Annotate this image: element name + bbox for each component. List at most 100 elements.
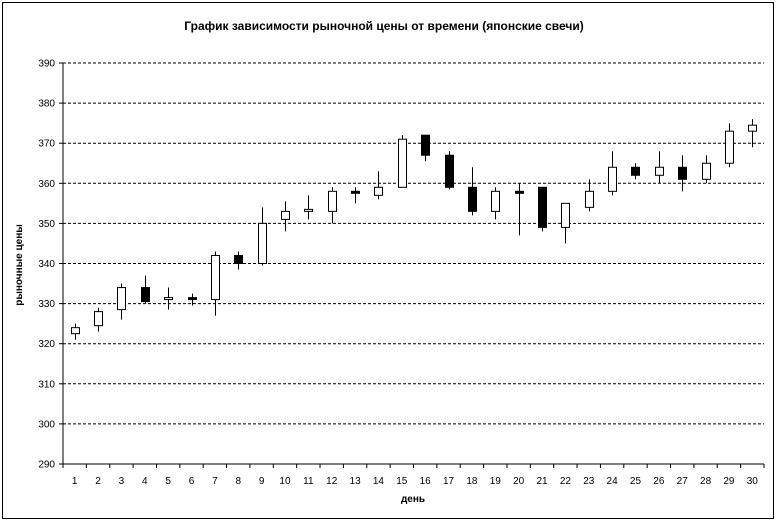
x-tick-label-19: 19 bbox=[490, 476, 502, 487]
candle-body-up bbox=[281, 210, 290, 220]
chart-title: График зависимости рыночной цены от врем… bbox=[184, 19, 583, 33]
candle-body-down bbox=[141, 287, 150, 303]
candle-body-up bbox=[71, 327, 80, 335]
candle-body-up bbox=[725, 130, 734, 164]
candle-day-11 bbox=[304, 195, 313, 220]
candle-day-5 bbox=[164, 287, 173, 310]
x-tick-label-5: 5 bbox=[165, 476, 171, 487]
x-tick-label-13: 13 bbox=[350, 476, 362, 487]
candle-body-down bbox=[445, 154, 454, 188]
y-tick-label-360: 360 bbox=[38, 179, 55, 190]
candle-body-down bbox=[188, 297, 197, 301]
candle-day-27 bbox=[678, 155, 687, 192]
candle-day-9 bbox=[258, 207, 267, 266]
candle-day-23 bbox=[585, 179, 594, 212]
candle-body-down bbox=[421, 134, 430, 156]
candle-body-up bbox=[561, 202, 570, 228]
y-tick-label-350: 350 bbox=[38, 219, 55, 230]
candle-body-up bbox=[398, 138, 407, 188]
x-tick-label-25: 25 bbox=[630, 476, 642, 487]
x-tick-label-20: 20 bbox=[513, 476, 525, 487]
x-tick-label-2: 2 bbox=[95, 476, 101, 487]
candle-day-6 bbox=[188, 293, 197, 306]
candle-body-up bbox=[258, 222, 267, 264]
x-tick-label-30: 30 bbox=[747, 476, 759, 487]
candle-body-down bbox=[468, 186, 477, 212]
candle-day-7 bbox=[211, 251, 220, 316]
candle-body-down bbox=[234, 254, 243, 264]
candle-body-down bbox=[515, 190, 524, 194]
x-tick-label-8: 8 bbox=[235, 476, 241, 487]
candle-body-up bbox=[585, 190, 594, 208]
x-tick-label-11: 11 bbox=[303, 476, 314, 487]
y-tick-label-370: 370 bbox=[38, 139, 55, 150]
candle-body-up bbox=[608, 166, 617, 192]
candle-body-up bbox=[374, 186, 383, 196]
y-tick-label-340: 340 bbox=[38, 259, 55, 270]
candle-day-25 bbox=[631, 163, 640, 180]
x-axis-label: день bbox=[401, 494, 425, 505]
candle-day-18 bbox=[468, 167, 477, 216]
candle-day-28 bbox=[702, 155, 711, 184]
x-tick-label-21: 21 bbox=[536, 476, 548, 487]
candle-body-up bbox=[94, 311, 103, 327]
x-tick-label-27: 27 bbox=[677, 476, 689, 487]
candle-day-4 bbox=[141, 275, 150, 304]
chart-frame bbox=[2, 2, 774, 519]
y-tick-label-320: 320 bbox=[38, 339, 55, 350]
candle-day-30 bbox=[748, 119, 757, 148]
x-tick-labels: 1 2 3 4 5 6 7 8 9 10 11 12 13 14 15 16 17 18 19 20 21 22 23 24 2… bbox=[72, 476, 758, 487]
x-tick-label-4: 4 bbox=[142, 476, 148, 487]
candle-day-10 bbox=[281, 201, 290, 232]
x-tick-label-16: 16 bbox=[420, 476, 432, 487]
y-tick-label-380: 380 bbox=[38, 99, 55, 110]
x-tick-label-26: 26 bbox=[653, 476, 665, 487]
candle-body-up bbox=[328, 190, 337, 212]
candle-day-20 bbox=[515, 183, 524, 236]
candle-day-19 bbox=[491, 187, 500, 220]
candle-day-21 bbox=[538, 186, 547, 232]
candle-body-up bbox=[702, 162, 711, 180]
x-tick-label-15: 15 bbox=[396, 476, 408, 487]
x-tick-label-24: 24 bbox=[607, 476, 619, 487]
x-tick-label-14: 14 bbox=[373, 476, 385, 487]
candle-body-up bbox=[211, 254, 220, 301]
candle-body-up bbox=[655, 166, 664, 176]
candle-body-up bbox=[304, 208, 313, 212]
x-tick-label-22: 22 bbox=[560, 476, 572, 487]
x-tick-label-23: 23 bbox=[583, 476, 595, 487]
candle-body-down bbox=[678, 166, 687, 180]
x-tick-label-9: 9 bbox=[259, 476, 265, 487]
candle-day-14 bbox=[374, 171, 383, 200]
y-tick-label-390: 390 bbox=[38, 59, 55, 70]
y-tick-label-290: 290 bbox=[38, 460, 55, 471]
candle-day-12 bbox=[328, 187, 337, 224]
candle-body-down bbox=[538, 186, 547, 228]
x-tick-label-18: 18 bbox=[466, 476, 478, 487]
x-tick-label-7: 7 bbox=[212, 476, 218, 487]
candle-body-up bbox=[117, 287, 126, 311]
candles bbox=[71, 119, 757, 340]
candle-day-16 bbox=[421, 134, 430, 162]
candle-day-13 bbox=[351, 187, 360, 204]
x-tick-label-3: 3 bbox=[119, 476, 125, 487]
y-tick-label-310: 310 bbox=[38, 379, 55, 390]
candle-day-2 bbox=[94, 307, 103, 332]
x-tick-label-10: 10 bbox=[279, 476, 291, 487]
x-tick-label-28: 28 bbox=[700, 476, 712, 487]
candle-day-17 bbox=[445, 151, 454, 190]
candle-body-down bbox=[631, 166, 640, 176]
candle-day-26 bbox=[655, 151, 664, 184]
x-tick-label-29: 29 bbox=[723, 476, 735, 487]
y-tick-labels: 290 300 310 320 330 340 350 360 370 380 390 bbox=[38, 59, 55, 471]
x-tick-label-1: 1 bbox=[72, 476, 78, 487]
candle-day-1 bbox=[71, 323, 80, 340]
candle-body-up bbox=[164, 297, 173, 301]
candle-day-3 bbox=[117, 283, 126, 320]
axes bbox=[59, 62, 765, 468]
x-tick-label-12: 12 bbox=[326, 476, 338, 487]
candle-day-24 bbox=[608, 151, 617, 196]
x-tick-label-6: 6 bbox=[189, 476, 195, 487]
candle-body-up bbox=[491, 190, 500, 212]
